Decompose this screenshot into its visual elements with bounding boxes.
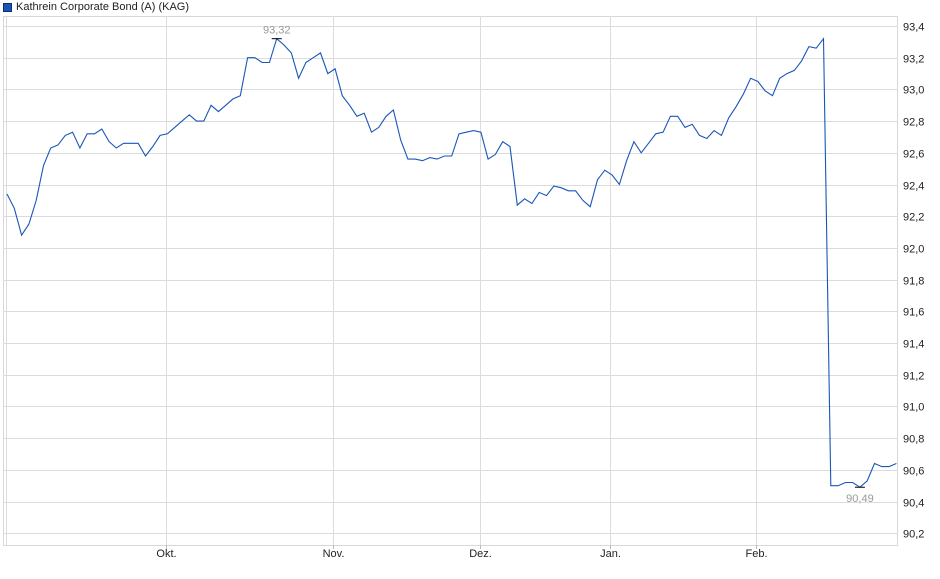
- y-tick-label: 92,4: [903, 181, 924, 193]
- x-tick-label: Nov.: [323, 548, 345, 560]
- legend-swatch: [3, 2, 12, 12]
- y-tick-label: 90,2: [903, 529, 924, 541]
- x-tick-label: Okt.: [156, 548, 176, 560]
- y-tick-label: 90,4: [903, 498, 924, 510]
- y-tick-label: 92,0: [903, 244, 924, 256]
- y-tick-label: 91,2: [903, 371, 924, 383]
- y-tick-label: 91,4: [903, 339, 924, 351]
- series-line: [6, 37, 897, 488]
- y-tick-label: 92,8: [903, 117, 924, 129]
- y-tick-label: 90,6: [903, 466, 924, 478]
- legend-label: Kathrein Corporate Bond (A) (KAG): [16, 1, 190, 13]
- x-tick-label: Feb.: [745, 548, 767, 560]
- y-tick-label: 91,6: [903, 307, 924, 319]
- y-tick-label: 92,2: [903, 212, 924, 224]
- y-tick-label: 91,8: [903, 276, 924, 288]
- y-tick-label: 90,8: [903, 434, 924, 446]
- x-tick-label: Dez.: [469, 548, 492, 560]
- y-tick-label: 91,0: [903, 402, 924, 414]
- y-tick-label: 93,2: [903, 54, 924, 66]
- max-label: 93,32: [263, 25, 291, 37]
- x-tick-label: Jan.: [600, 548, 621, 560]
- min-label: 90,49: [846, 493, 874, 505]
- chart-legend: Kathrein Corporate Bond (A) (KAG): [3, 0, 189, 14]
- y-tick-label: 93,0: [903, 85, 924, 97]
- y-tick-label: 93,4: [903, 22, 924, 34]
- y-tick-label: 92,6: [903, 149, 924, 161]
